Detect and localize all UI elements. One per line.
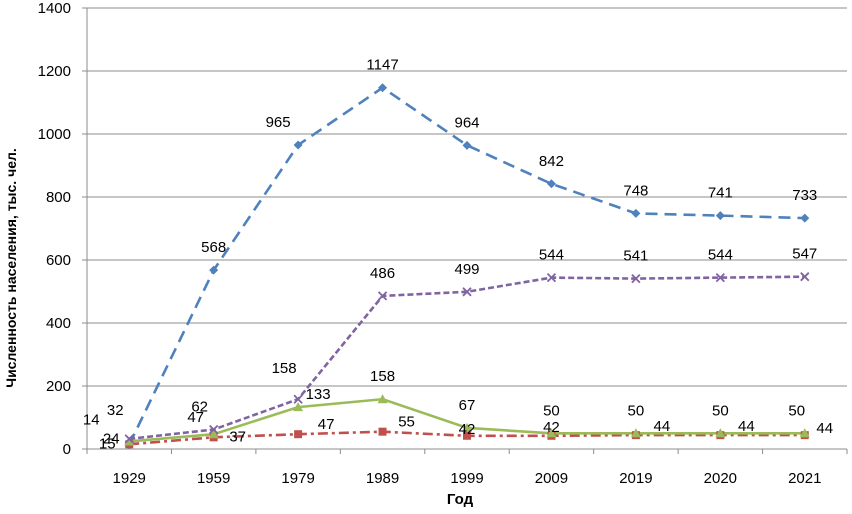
data-label-s4-1929: 32 (107, 402, 124, 419)
data-label-s3-1989: 158 (370, 368, 395, 385)
x-tick-label-1999: 1999 (450, 470, 483, 487)
data-label-s3-2020: 50 (712, 402, 729, 419)
data-label-s2-1979: 47 (318, 416, 335, 433)
y-tick-label-200: 200 (46, 378, 71, 395)
data-label-s2-2021: 44 (816, 420, 833, 437)
data-label-s4-2020: 544 (708, 247, 733, 264)
x-tick-label-2019: 2019 (619, 470, 652, 487)
x-tick-label-2009: 2009 (535, 470, 568, 487)
marker-s3-1929 (124, 436, 135, 446)
data-label-s2-2019: 44 (654, 418, 671, 435)
x-axis-title: Год (447, 491, 474, 508)
series-markers (124, 83, 810, 450)
marker-s4-2020 (715, 273, 725, 283)
x-tick-label-1979: 1979 (281, 470, 314, 487)
data-labels: 14 568 965 1147 964 842 748 741 733 15 37 47 55 42 42 4… (83, 57, 833, 453)
marker-s2-1979 (294, 430, 303, 439)
y-tick-label-1200: 1200 (38, 63, 71, 80)
data-label-s2-1999: 42 (459, 421, 476, 438)
gridlines (87, 7, 847, 387)
x-tick-label-1989: 1989 (366, 470, 399, 487)
data-label-s1-1979: 965 (266, 114, 291, 131)
data-label-s2-1989: 55 (398, 414, 415, 431)
marker-s1-2019 (631, 208, 641, 218)
data-label-s1-2020: 741 (708, 185, 733, 202)
y-axis-title: Численность населения, тыс. чел. (3, 148, 19, 388)
data-label-s2-1929: 15 (99, 435, 116, 452)
y-tick-label-1400: 1400 (38, 0, 71, 17)
data-label-s1-1989: 1147 (366, 57, 398, 74)
marker-s1-1979 (293, 140, 303, 150)
data-label-s4-1999: 499 (454, 261, 479, 278)
marker-s4-1989 (377, 291, 388, 301)
data-label-s3-1979: 133 (306, 386, 331, 403)
x-tick-labels: 1929 1959 1979 1989 1999 2009 2019 2020 2021 (113, 470, 822, 487)
marker-s4-1999 (462, 287, 472, 297)
data-label-s3-2021: 50 (788, 402, 805, 419)
y-tick-label-600: 600 (46, 252, 71, 269)
x-tick-label-2021: 2021 (788, 470, 821, 487)
series-line-1 (128, 86, 805, 446)
marker-s3-1999 (462, 422, 472, 432)
marker-s4-2009 (546, 273, 557, 283)
data-label-s1-2021: 733 (792, 187, 817, 204)
marker-s1-2020 (715, 211, 725, 221)
marker-s3-2021 (799, 428, 810, 438)
marker-s3-1959 (208, 429, 219, 439)
data-label-s4-2019: 541 (623, 248, 648, 265)
x-tick-label-1929: 1929 (113, 470, 146, 487)
y-tick-label-800: 800 (46, 189, 71, 206)
y-tick-label-0: 0 (63, 441, 71, 458)
data-label-s2-2009: 42 (543, 419, 560, 436)
data-label-s3-2019: 50 (628, 402, 645, 419)
data-label-s1-2019: 748 (623, 182, 648, 199)
marker-s1-2021 (800, 213, 810, 223)
marker-s3-2020 (715, 428, 726, 438)
data-label-s3-1929: 24 (103, 430, 120, 447)
data-label-s1-1959: 568 (201, 239, 226, 256)
data-label-s3-1999: 67 (459, 397, 476, 414)
x-tick-label-1959: 1959 (197, 470, 230, 487)
data-label-s4-1959: 62 (191, 398, 208, 415)
marker-s1-2009 (546, 179, 556, 189)
marker-s2-1989 (378, 427, 387, 436)
marker-s3-2019 (630, 428, 641, 438)
data-label-s3-1959: 47 (187, 409, 204, 426)
marker-s4-2021 (800, 272, 810, 282)
data-label-s4-2009: 544 (539, 247, 564, 264)
marker-s4-1959 (209, 424, 219, 435)
data-label-s3-2009: 50 (543, 402, 560, 419)
data-label-s4-1989: 486 (370, 265, 395, 282)
data-label-s2-1959: 37 (229, 428, 246, 445)
marker-s1-1999 (462, 140, 472, 150)
marker-s3-1989 (377, 394, 388, 404)
data-label-s2-2020: 44 (738, 418, 755, 435)
marker-s3-2009 (546, 428, 557, 438)
data-label-s4-2021: 547 (792, 246, 817, 263)
marker-s1-1989 (378, 83, 388, 93)
series-line-4 (129, 275, 805, 441)
data-label-s1-1999: 964 (454, 114, 479, 131)
marker-s4-1929 (124, 434, 134, 444)
y-tick-label-1000: 1000 (38, 126, 71, 143)
marker-s4-1979 (293, 394, 303, 404)
data-label-s1-1929: 14 (83, 412, 100, 429)
axes (82, 7, 848, 454)
y-tick-labels: 0 200 400 600 800 1000 1200 1400 (38, 0, 71, 458)
marker-s1-1959 (209, 265, 219, 275)
y-tick-label-400: 400 (46, 315, 71, 332)
marker-s3-1979 (293, 402, 304, 412)
data-label-s4-1979: 158 (272, 360, 297, 377)
data-label-s1-2009: 842 (539, 153, 564, 170)
x-tick-label-2020: 2020 (704, 470, 737, 487)
marker-s4-2019 (631, 273, 641, 284)
marker-s2-1999 (463, 431, 471, 440)
